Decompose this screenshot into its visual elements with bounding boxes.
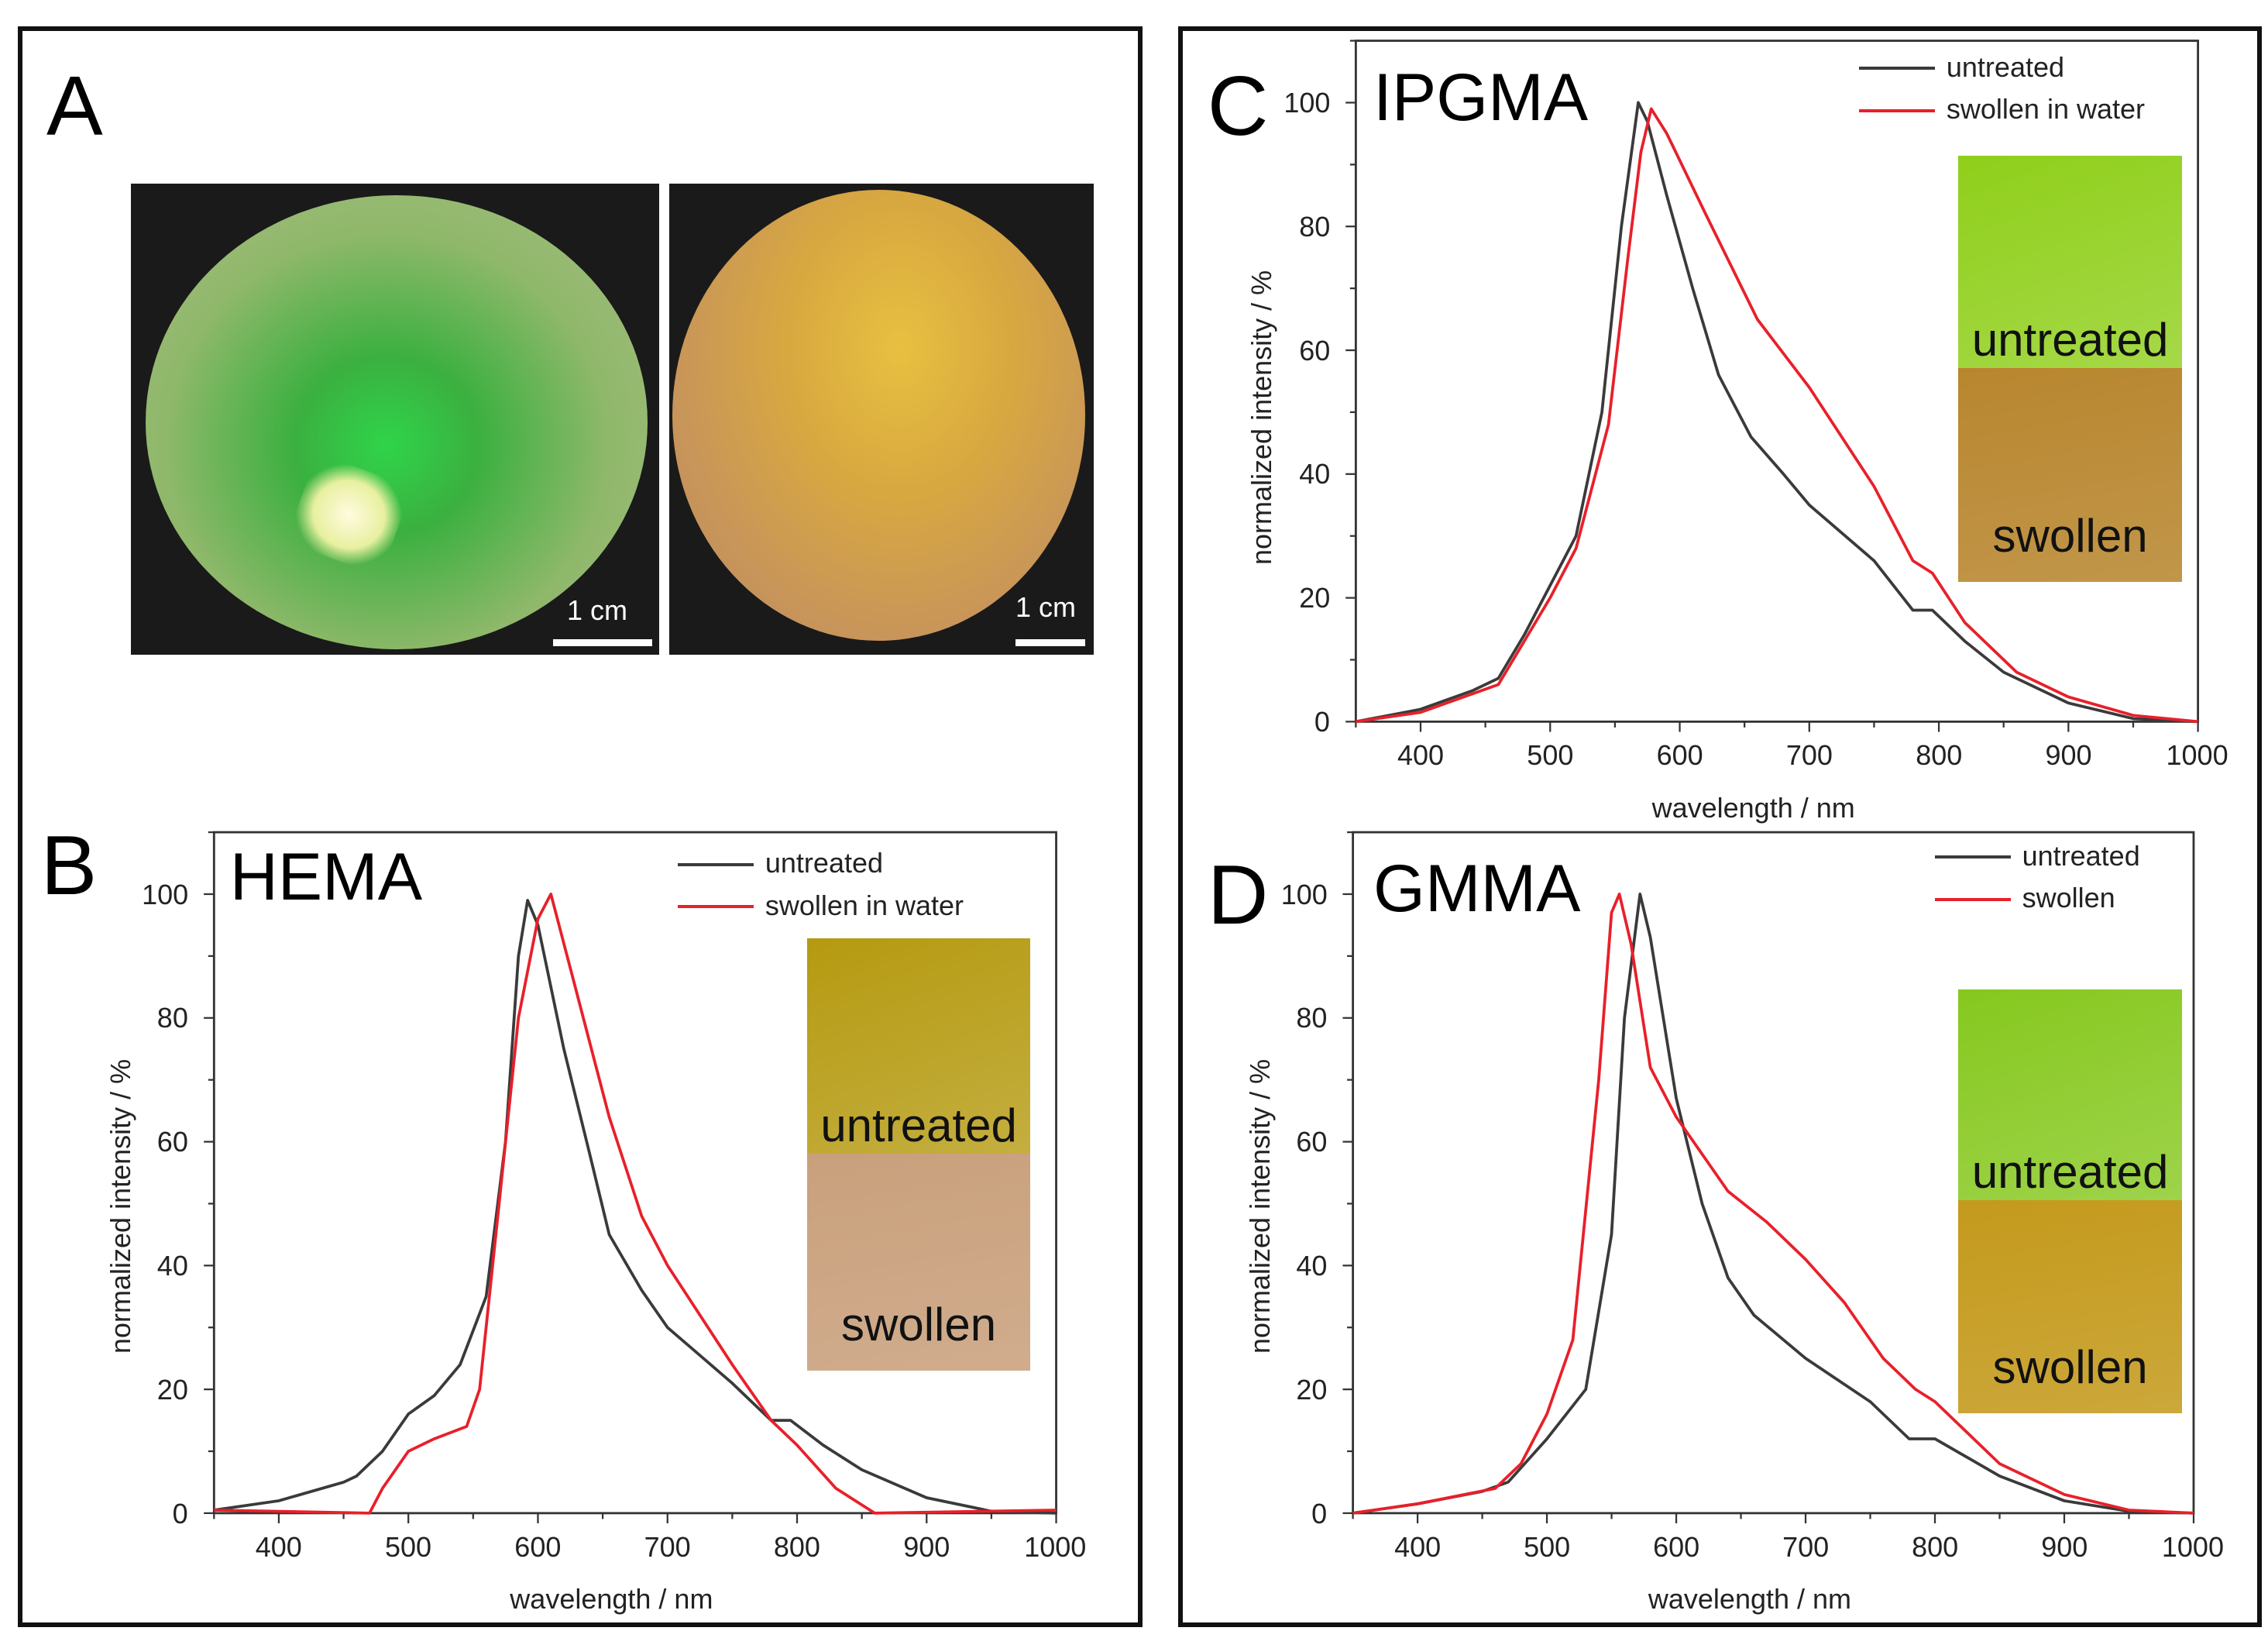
legend-swatch (1934, 897, 2011, 901)
y-tick-label: 80 (1299, 210, 1331, 243)
x-axis-label: wavelength / nm (1648, 1583, 1852, 1616)
y-tick-label: 0 (1314, 705, 1330, 738)
legend-label: swollen in water (765, 889, 964, 921)
x-tick-label: 400 (1397, 739, 1445, 772)
legend-label: swollen (2022, 882, 2115, 914)
y-tick-label: 80 (1296, 1002, 1328, 1034)
y-tick-label: 20 (156, 1373, 188, 1406)
y-tick-label: 60 (156, 1126, 188, 1158)
y-tick-label: 40 (1296, 1250, 1328, 1282)
y-tick-label: 100 (1280, 878, 1328, 910)
inset-untreated-label: untreated (1971, 313, 2169, 366)
plot-frame (1352, 831, 2195, 1515)
inset-untreated (1958, 989, 2183, 1201)
series-line-swollen-in-water (1356, 107, 2198, 724)
x-tick-label: 500 (385, 1530, 432, 1563)
inset-untreated-label: untreated (820, 1099, 1017, 1151)
x-tick-label: 900 (2045, 739, 2092, 772)
series-line-untreated (1352, 893, 2194, 1515)
y-tick-label: 0 (1311, 1497, 1328, 1529)
legend-label: swollen in water (1946, 93, 2146, 126)
y-axis-label: normalized intensity / % (1245, 270, 1277, 565)
polymer-title: HEMA (229, 840, 423, 915)
legend-label: untreated (1946, 50, 2065, 83)
polymer-title: GMMA (1373, 852, 1581, 927)
y-tick-label: 80 (156, 1002, 188, 1034)
y-tick-label: 0 (172, 1497, 188, 1529)
polymer-title: IPGMA (1373, 60, 1589, 135)
inset-untreated (1958, 156, 2183, 369)
panel-a-label: A (46, 59, 103, 153)
inset-swollen-label: swollen (1992, 510, 2148, 563)
y-tick-label: 60 (1299, 334, 1331, 366)
legend-swatch (1859, 67, 1936, 71)
series-line-untreated (1356, 101, 2198, 724)
scale-bar (553, 639, 652, 646)
panel-label: C (1207, 58, 1269, 153)
x-tick-label: 1000 (1024, 1530, 1087, 1563)
x-tick-label: 400 (255, 1530, 302, 1563)
right-panel-frame (1178, 26, 2262, 1627)
x-axis-label: wavelength / nm (1651, 791, 1855, 824)
scale-bar-label: 1 cm (567, 594, 628, 626)
legend-swatch (1859, 108, 1936, 112)
legend-swatch (678, 862, 754, 866)
scale-bar-label: 1 cm (1015, 591, 1077, 623)
x-tick-label: 1000 (2166, 739, 2228, 772)
legend-label: untreated (2022, 839, 2140, 872)
series-line-untreated (214, 899, 1057, 1515)
plot-frame (1354, 40, 2200, 723)
x-tick-label: 600 (1656, 739, 1703, 772)
y-tick-label: 40 (1299, 458, 1331, 490)
inset-untreated (807, 938, 1030, 1154)
y-tick-label: 20 (1299, 582, 1331, 614)
x-tick-label: 700 (1782, 1530, 1830, 1563)
inset-swollen (807, 1154, 1030, 1371)
x-tick-label: 900 (2041, 1530, 2088, 1563)
x-tick-label: 800 (773, 1530, 820, 1563)
x-tick-label: 700 (1785, 739, 1833, 772)
x-tick-label: 1000 (2161, 1530, 2224, 1563)
legend-label: untreated (765, 847, 884, 879)
plot-frame (212, 831, 1057, 1515)
inset-untreated-label: untreated (1971, 1146, 2169, 1199)
photo-swollen-film: 1 cm (669, 184, 1094, 655)
x-tick-label: 500 (1527, 739, 1574, 772)
y-tick-label: 100 (1283, 86, 1331, 119)
x-tick-label: 800 (1912, 1530, 1959, 1563)
x-tick-label: 700 (644, 1530, 691, 1563)
inset-photo: untreated swollen (807, 938, 1030, 1371)
photo-untreated-film: 1 cm (131, 184, 659, 655)
x-tick-label: 600 (514, 1530, 562, 1563)
inset-photo: untreated swollen (1958, 156, 2183, 583)
y-tick-label: 60 (1296, 1126, 1328, 1158)
inset-swollen-label: swollen (841, 1299, 997, 1351)
x-tick-label: 500 (1524, 1530, 1571, 1563)
legend-swatch (678, 905, 754, 909)
inset-swollen (1958, 368, 2183, 583)
x-tick-label: 600 (1653, 1530, 1700, 1563)
series-line-swollen-in-water (214, 893, 1057, 1515)
y-tick-label: 20 (1296, 1373, 1328, 1406)
inset-photo: untreated swollen (1958, 989, 2183, 1413)
y-tick-label: 40 (156, 1250, 188, 1282)
y-tick-label: 100 (142, 878, 189, 910)
x-tick-label: 900 (903, 1530, 950, 1563)
left-panel-frame (18, 26, 1143, 1627)
y-axis-label: normalized intensity / % (105, 1058, 137, 1354)
panel-label: B (40, 818, 98, 913)
inset-swollen-label: swollen (1992, 1340, 2148, 1393)
scale-bar (1015, 639, 1085, 646)
x-tick-label: 400 (1394, 1530, 1442, 1563)
y-axis-label: normalized intensity / % (1243, 1058, 1276, 1354)
panel-label: D (1207, 847, 1269, 942)
inset-swollen (1958, 1200, 2183, 1413)
legend-swatch (1934, 855, 2011, 859)
x-axis-label: wavelength / nm (510, 1583, 713, 1616)
series-line-swollen (1352, 893, 2194, 1515)
x-tick-label: 800 (1916, 739, 1963, 772)
